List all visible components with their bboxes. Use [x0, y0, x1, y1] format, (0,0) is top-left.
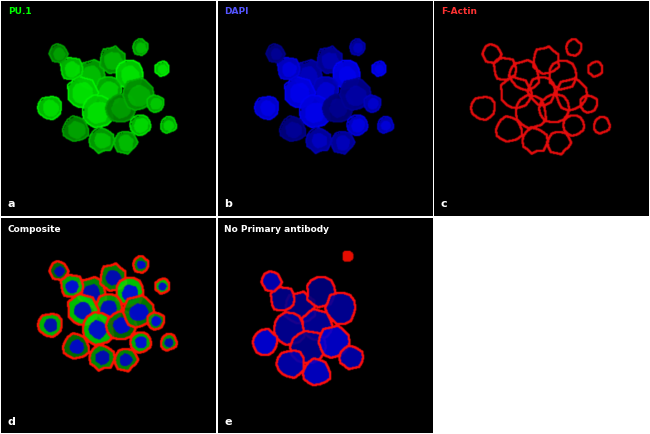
Text: e: e — [224, 417, 232, 427]
Text: DAPI: DAPI — [224, 7, 249, 16]
Text: F-Actin: F-Actin — [441, 7, 476, 16]
Text: b: b — [224, 200, 232, 210]
Text: a: a — [8, 200, 15, 210]
Text: d: d — [8, 417, 16, 427]
Text: c: c — [441, 200, 447, 210]
Text: Composite: Composite — [8, 224, 61, 233]
Text: PU.1: PU.1 — [8, 7, 31, 16]
Text: No Primary antibody: No Primary antibody — [224, 224, 330, 233]
